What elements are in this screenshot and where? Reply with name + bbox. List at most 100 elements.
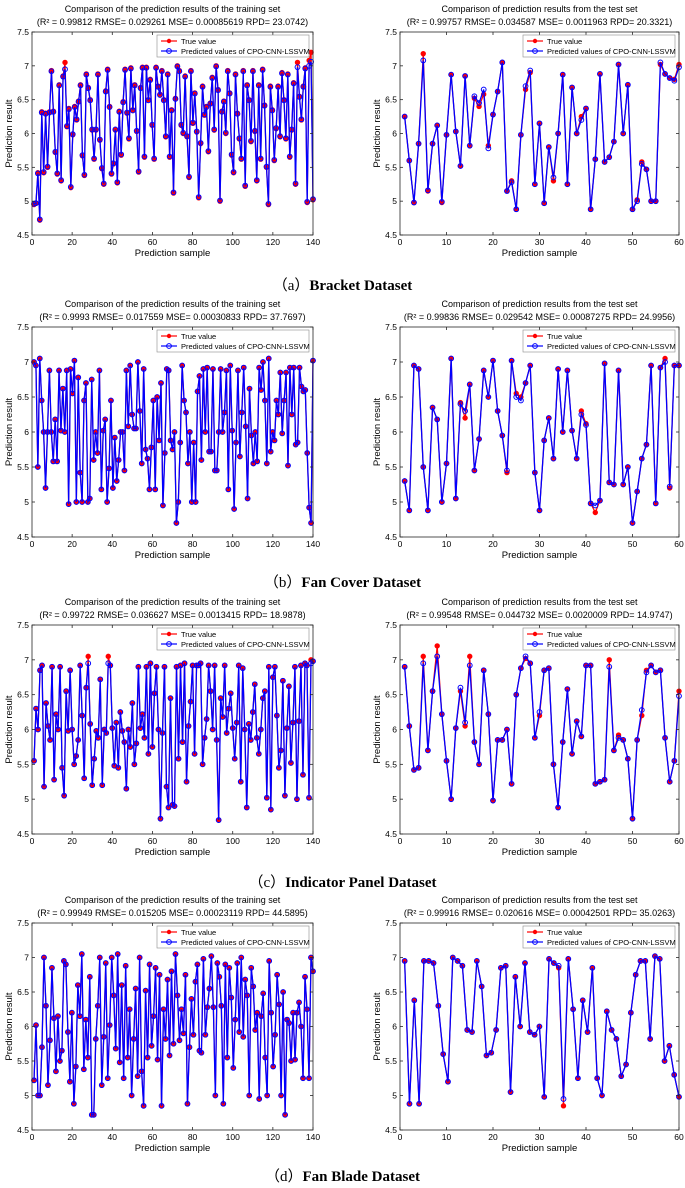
data-point-pred bbox=[643, 669, 650, 676]
data-point-pred bbox=[594, 1075, 601, 1082]
data-point-pred bbox=[81, 397, 87, 404]
data-point-pred bbox=[290, 364, 297, 371]
data-point-pred bbox=[555, 804, 561, 811]
data-point-pred bbox=[96, 136, 103, 143]
data-point-pred bbox=[188, 996, 195, 1002]
data-point-pred bbox=[507, 1089, 514, 1095]
data-point-pred bbox=[611, 747, 617, 754]
x-tick-label: 20 bbox=[67, 539, 77, 549]
data-point-pred bbox=[597, 497, 603, 504]
x-tick-label: 40 bbox=[108, 836, 118, 846]
data-point-pred bbox=[522, 653, 529, 660]
data-point-pred bbox=[282, 135, 289, 142]
data-point-pred bbox=[490, 797, 496, 804]
data-point-pred bbox=[438, 499, 445, 505]
data-point-pred bbox=[166, 153, 173, 160]
data-point-pred bbox=[202, 429, 209, 435]
data-point-pred bbox=[300, 771, 306, 778]
data-point-pred bbox=[88, 1111, 95, 1118]
legend-marker-pred bbox=[532, 48, 538, 54]
data-point-pred bbox=[502, 962, 509, 969]
data-point-true bbox=[420, 50, 426, 57]
data-point-pred bbox=[94, 450, 101, 456]
data-point-pred bbox=[56, 82, 63, 89]
data-point-pred bbox=[274, 971, 281, 978]
data-point-pred bbox=[536, 507, 543, 514]
legend-box bbox=[522, 34, 676, 58]
data-point-pred bbox=[443, 460, 450, 467]
data-point-pred bbox=[184, 133, 190, 140]
data-point-pred bbox=[116, 108, 123, 115]
data-point-pred bbox=[117, 709, 124, 715]
data-point-pred bbox=[583, 422, 589, 428]
data-point-pred bbox=[98, 165, 105, 171]
data-point-pred bbox=[153, 64, 159, 71]
data-point-pred bbox=[213, 737, 220, 743]
data-point-pred bbox=[69, 726, 76, 733]
data-point-pred bbox=[120, 1075, 127, 1082]
data-point-pred bbox=[211, 662, 218, 669]
y-tick-label: 7.5 bbox=[17, 620, 29, 630]
data-point-pred bbox=[212, 1092, 219, 1099]
data-point-pred bbox=[86, 973, 93, 980]
data-point-pred bbox=[227, 690, 234, 697]
data-point-pred bbox=[657, 364, 664, 371]
data-point-pred bbox=[248, 138, 254, 144]
y-axis-label: Prediction result bbox=[4, 398, 15, 466]
data-point-pred bbox=[618, 1073, 625, 1080]
data-point-pred bbox=[116, 1059, 123, 1066]
data-point-pred bbox=[40, 429, 47, 435]
data-point-pred bbox=[429, 688, 436, 695]
data-point-pred bbox=[124, 109, 130, 116]
data-point-pred bbox=[138, 460, 145, 467]
data-point-pred bbox=[75, 374, 82, 381]
data-point-pred bbox=[42, 110, 49, 117]
data-point-pred bbox=[263, 794, 270, 801]
data-point-pred bbox=[624, 755, 631, 762]
y-tick-label: 5.5 bbox=[17, 462, 29, 472]
y-tick-label: 6 bbox=[392, 427, 397, 437]
x-tick-label: 20 bbox=[488, 539, 498, 549]
data-point-pred bbox=[493, 1027, 500, 1033]
y-tick-label: 5 bbox=[24, 196, 29, 206]
data-point-pred bbox=[108, 170, 115, 177]
data-point-pred bbox=[217, 197, 223, 204]
legend-marker-true bbox=[166, 631, 172, 637]
data-point-pred bbox=[288, 760, 294, 766]
data-point-pred bbox=[262, 1054, 269, 1061]
data-point-pred bbox=[587, 662, 594, 669]
data-point-pred bbox=[406, 507, 413, 514]
data-point-pred bbox=[182, 73, 189, 80]
chart-title: Comparison of the prediction results of … bbox=[65, 895, 281, 905]
data-point-pred bbox=[77, 662, 84, 669]
data-point-pred bbox=[33, 1022, 39, 1029]
data-point-pred bbox=[81, 775, 88, 782]
data-point-pred bbox=[144, 1054, 151, 1061]
data-point-pred bbox=[122, 66, 128, 73]
data-point-pred bbox=[280, 989, 287, 995]
x-tick-label: 120 bbox=[266, 836, 280, 846]
data-point-pred bbox=[118, 982, 125, 988]
data-point-pred bbox=[284, 71, 291, 78]
data-point-pred bbox=[261, 102, 268, 109]
legend-marker-pred bbox=[166, 48, 172, 54]
y-tick-label: 6 bbox=[392, 725, 397, 735]
data-point-pred bbox=[180, 1030, 187, 1037]
data-point-pred bbox=[555, 962, 562, 969]
data-point-pred bbox=[513, 394, 520, 400]
data-point-pred bbox=[181, 660, 188, 667]
data-point-pred bbox=[498, 964, 504, 971]
data-point-pred bbox=[79, 152, 86, 159]
data-point-pred bbox=[573, 130, 580, 137]
data-point-pred bbox=[308, 58, 314, 65]
caption-b: （b）Fan Cover Dataset bbox=[263, 575, 422, 591]
y-tick-label: 4.5 bbox=[385, 532, 397, 542]
data-point-pred bbox=[215, 817, 222, 823]
data-point-pred bbox=[271, 663, 278, 670]
y-tick-label: 5.5 bbox=[385, 162, 397, 172]
data-point-pred bbox=[454, 958, 461, 964]
data-point-pred bbox=[627, 1009, 634, 1016]
data-point-pred bbox=[33, 705, 39, 712]
data-point-pred bbox=[666, 1042, 673, 1049]
data-point-pred bbox=[130, 1036, 137, 1042]
